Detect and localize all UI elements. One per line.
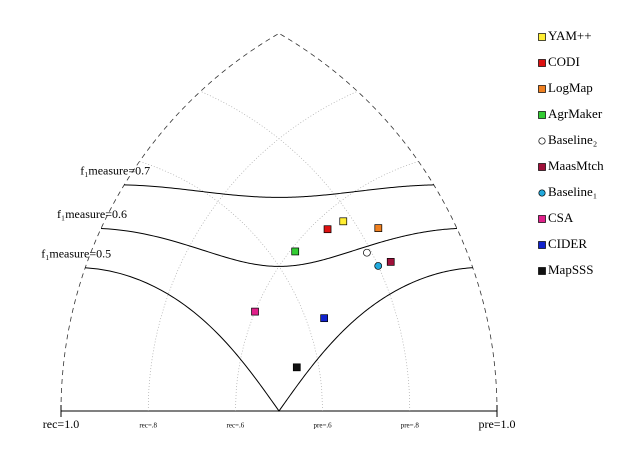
legend-marker [538, 85, 546, 93]
f-measure-curve [85, 267, 473, 412]
f-measure-label: f₁measure=0.7 [80, 164, 150, 178]
point [291, 247, 300, 256]
legend-label: Baseline₁ [548, 184, 597, 199]
point [363, 248, 371, 257]
tick-label: rec=1.0 [43, 417, 79, 431]
legend-label: CODI [548, 54, 580, 69]
tick-label: pre=1.0 [478, 417, 515, 431]
point [374, 262, 383, 270]
tick-label: pre=.8 [401, 422, 420, 430]
legend-label: MapSSS [548, 262, 594, 277]
tick-label: pre=.6 [314, 422, 333, 430]
grid-arc [235, 161, 419, 412]
legend-marker [538, 215, 546, 223]
legend-marker [538, 59, 546, 67]
f-measure-curve [101, 227, 457, 267]
legend-label: YAM++ [548, 28, 592, 43]
legend-label: CIDER [548, 236, 587, 251]
point [251, 307, 259, 316]
grid-arc [139, 161, 323, 412]
legend-marker [538, 33, 546, 41]
tick-label: rec=.8 [139, 422, 157, 430]
point [386, 258, 395, 266]
point [323, 225, 332, 234]
grid-arc [60, 33, 280, 412]
legend-marker [538, 163, 546, 171]
point [339, 217, 348, 226]
f-measure-label: f₁measure=0.5 [41, 246, 111, 260]
legend-marker [538, 267, 546, 275]
grid-arc [147, 90, 358, 412]
legend-label: Baseline₂ [548, 132, 597, 147]
grid-arc [278, 33, 498, 412]
legend-label: LogMap [548, 80, 593, 95]
grid-arc [200, 90, 411, 412]
point [292, 363, 301, 372]
legend-marker [538, 241, 546, 249]
legend-label: MaasMtch [548, 158, 604, 173]
f-measure-label: f₁measure=0.6 [57, 207, 127, 221]
point [374, 224, 383, 232]
point [320, 314, 328, 323]
legend-label: CSA [548, 210, 574, 225]
f-measure-curve [124, 184, 434, 198]
legend-marker [538, 111, 546, 119]
legend-marker [538, 189, 546, 197]
legend-marker [538, 137, 546, 145]
legend-label: AgrMaker [548, 106, 603, 121]
tick-label: rec=.6 [227, 422, 245, 430]
